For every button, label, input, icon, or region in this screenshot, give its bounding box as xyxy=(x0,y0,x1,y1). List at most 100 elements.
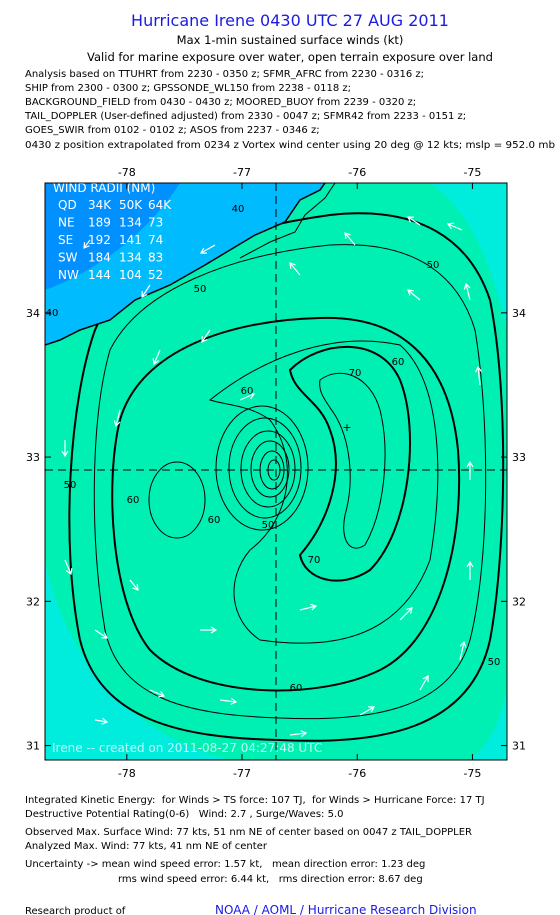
zone xyxy=(288,345,411,582)
wind-field: + xyxy=(45,183,507,760)
wind-arrow xyxy=(129,579,139,591)
position-line: 0430 z position extrapolated from 0234 z… xyxy=(25,140,555,151)
x-tick-label: -78 xyxy=(118,767,136,780)
y-tick-label: 34 xyxy=(26,307,40,320)
radii-cell: 104 xyxy=(119,268,142,282)
eye-ring xyxy=(240,430,296,508)
y-tick-label: 31 xyxy=(512,740,526,753)
analysis-line: TAIL_DOPPLER (User-defined adjusted) fro… xyxy=(24,111,466,122)
contour-label: 50 xyxy=(262,520,275,531)
radii-cell: 73 xyxy=(148,216,163,230)
zone xyxy=(45,560,230,760)
radii-cell: 134 xyxy=(119,216,142,230)
wind-arrow xyxy=(200,626,218,634)
footer-line: Integrated Kinetic Energy: for Winds > T… xyxy=(25,795,485,806)
zone xyxy=(148,461,206,539)
footer: Integrated Kinetic Energy: for Winds > T… xyxy=(25,795,485,915)
eye-ring xyxy=(228,417,302,519)
y-tick-label: 32 xyxy=(512,595,526,608)
analysis: Analysis based on TTUHRT from 2230 - 035… xyxy=(24,69,555,151)
contour-label: 60 xyxy=(392,357,405,368)
x-tick-label: -75 xyxy=(463,166,481,179)
analysis-line: SHIP from 2300 - 0300 z; GPSSONDE_WL150 … xyxy=(25,83,351,94)
watermark: Irene -- created on 2011-08-27 04:27:48 … xyxy=(52,741,322,755)
wind-arrow xyxy=(446,222,463,231)
x-tick-label: -75 xyxy=(463,767,481,780)
contour-label: 40 xyxy=(46,308,59,319)
radii-cell: 189 xyxy=(88,216,111,230)
y-tick-label: 31 xyxy=(26,740,40,753)
wind-arrow xyxy=(149,689,166,698)
analysis-line: Analysis based on TTUHRT from 2230 - 035… xyxy=(25,69,424,80)
contour-labels: 40 40 50 50 60 60 70 50 60 60 50 70 60 50 xyxy=(46,204,501,694)
contour-label: 50 xyxy=(488,657,501,668)
zone xyxy=(430,183,507,330)
wind-arrow xyxy=(199,244,216,254)
frame xyxy=(44,182,508,761)
wind-arrow xyxy=(61,440,69,458)
wind-arrow xyxy=(64,559,73,576)
zone xyxy=(470,690,507,760)
eye-ring xyxy=(215,405,309,531)
org: NOAA / AOML / Hurricane Research Divisio… xyxy=(215,903,477,915)
radii-cell: SE xyxy=(58,233,73,247)
radii-cell: 52 xyxy=(148,268,163,282)
wind-arrow xyxy=(466,560,474,580)
radii-cell: 83 xyxy=(148,251,163,265)
eye-ring xyxy=(250,440,290,498)
wind-arrow xyxy=(475,365,483,386)
radii-cell: 192 xyxy=(88,233,111,247)
wind-arrows xyxy=(61,216,483,738)
x-tick-label: -78 xyxy=(118,166,136,179)
wind-arrow xyxy=(466,460,474,480)
research: Research product of xyxy=(25,906,126,915)
footer-line: Destructive Potential Rating(0-6) Wind: … xyxy=(25,809,344,820)
radii-cell: 184 xyxy=(88,251,111,265)
radii-cell: SW xyxy=(58,251,78,265)
x-tick-label: -76 xyxy=(348,767,366,780)
coastline xyxy=(45,183,326,346)
wind-arrow xyxy=(463,282,471,301)
wind-arrow xyxy=(239,392,256,401)
wind-arrow xyxy=(399,607,413,621)
contour-label: 50 xyxy=(427,260,440,271)
radii-cell: 64K xyxy=(148,198,172,212)
wind-arrow xyxy=(344,232,356,246)
x-tick-label: -77 xyxy=(233,767,251,780)
contour-label: 70 xyxy=(349,368,362,379)
radii-cell: 74 xyxy=(148,233,163,247)
wind-arrow xyxy=(94,629,108,639)
radii-title: WIND RADII (NM) xyxy=(53,181,155,195)
wind-arrow xyxy=(83,239,91,249)
wind-arrow xyxy=(289,730,308,738)
footer-line: Observed Max. Surface Wind: 77 kts, 51 n… xyxy=(25,827,472,838)
wind-arrow xyxy=(299,603,318,611)
wind-arrow xyxy=(201,329,211,343)
radii-cell: 134 xyxy=(119,251,142,265)
y-tick-label: 34 xyxy=(512,307,526,320)
contour-label: 60 xyxy=(241,386,254,397)
wind-radii: WIND RADII (NM) QD 34K 50K 64K NE 189 134 73 SE 19… xyxy=(53,181,172,282)
wind-arrow xyxy=(141,284,151,298)
radii-cell: 34K xyxy=(88,198,112,212)
title: Hurricane Irene 0430 UTC 27 AUG 2011 xyxy=(131,11,449,30)
wind-arrow xyxy=(419,674,429,691)
radii-cell: NE xyxy=(58,216,75,230)
wind-arrow xyxy=(459,640,467,661)
wind-arrow xyxy=(219,697,238,705)
axes: -78 -78 -77 -77 -76 -76 -75 -75 31 31 32 32 33 33 34 34 xyxy=(26,166,526,780)
wind-arrow xyxy=(94,717,109,725)
subtitle: Max 1-min sustained surface winds (kt) xyxy=(177,33,404,47)
footer-line: Uncertainty -> mean wind speed error: 1.… xyxy=(25,859,425,870)
contour-label: 50 xyxy=(194,284,207,295)
contour-label: 60 xyxy=(127,495,140,506)
x-tick-label: -76 xyxy=(348,166,366,179)
wind-arrow xyxy=(407,216,421,226)
footer-line: rms wind speed error: 6.44 kt, rms direc… xyxy=(118,874,423,885)
contour-label: 60 xyxy=(208,515,221,526)
contour-label: 40 xyxy=(232,204,245,215)
contour-label: 70 xyxy=(308,555,321,566)
zone xyxy=(111,316,461,692)
radii-cell: 141 xyxy=(119,233,142,247)
